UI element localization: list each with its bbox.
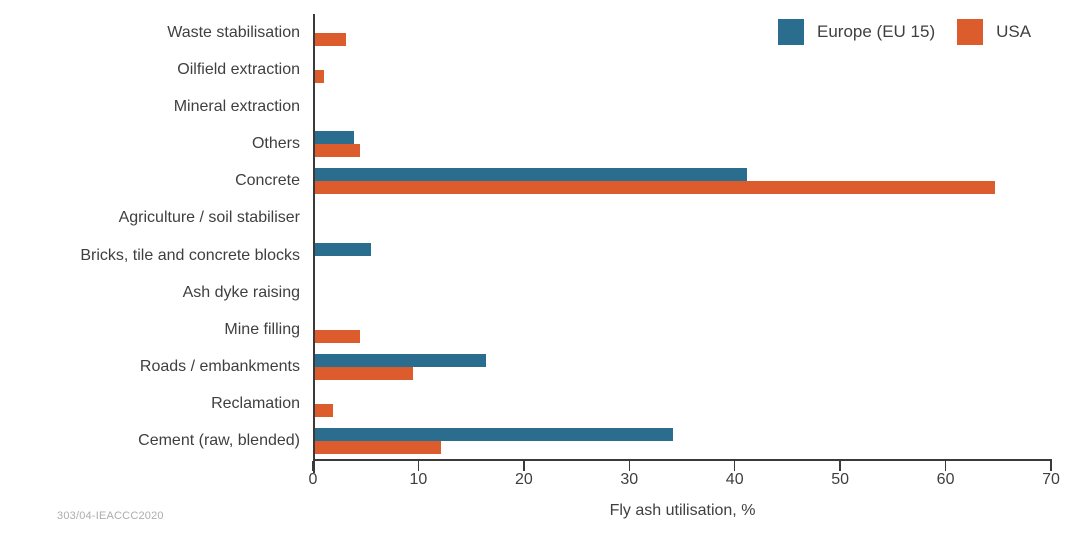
legend-item: USA: [957, 19, 1031, 45]
y-axis-line: [313, 14, 315, 473]
category-label: Bricks, tile and concrete blocks: [80, 246, 300, 264]
legend-label: Europe (EU 15): [817, 22, 936, 41]
category-label: Reclamation: [211, 395, 300, 413]
category-label: Agriculture / soil stabiliser: [118, 209, 300, 227]
category-label: Mineral extraction: [173, 97, 300, 115]
category-label: Cement (raw, blended): [138, 432, 300, 450]
legend-swatch: [778, 19, 804, 45]
x-axis-tick: [944, 460, 947, 471]
footnote: 303/04-IEACCC2020: [57, 510, 164, 522]
x-axis-tick: [312, 460, 314, 471]
x-axis-tick-label: 60: [936, 471, 955, 488]
category-label: Oilfield extraction: [177, 60, 300, 78]
bar-usa: [314, 181, 995, 195]
x-axis-tick-label: 20: [514, 471, 533, 488]
bar-usa: [314, 404, 334, 418]
category-label: Roads / embankments: [139, 358, 300, 376]
category-label: Mine filling: [224, 320, 300, 338]
bar-usa: [314, 441, 441, 455]
legend-swatch: [957, 19, 984, 45]
x-axis-tick: [628, 460, 631, 471]
bar-usa: [314, 367, 413, 381]
bar-usa: [314, 329, 360, 343]
category-label: Ash dyke raising: [182, 283, 300, 301]
category-label: Others: [251, 135, 300, 153]
category-label: Concrete: [235, 172, 300, 190]
bar-europe: [314, 428, 673, 442]
bar-europe: [314, 168, 747, 182]
x-axis-line: [313, 459, 1052, 461]
bar-europe: [314, 131, 354, 145]
x-axis-tick: [417, 460, 420, 471]
x-axis-tick: [733, 460, 736, 471]
x-axis-tick: [523, 460, 525, 471]
x-axis-tick-label: 10: [409, 471, 428, 488]
bar-usa: [314, 32, 347, 46]
x-axis-tick-label: 40: [725, 471, 744, 488]
bar-europe: [314, 242, 372, 256]
bar-usa: [314, 144, 360, 158]
x-axis-title: Fly ash utilisation, %: [609, 502, 756, 519]
x-axis-tick-label: 50: [831, 471, 850, 488]
legend-item: Europe (EU 15): [778, 19, 935, 45]
x-axis-tick: [839, 460, 841, 471]
bar-usa: [314, 69, 324, 83]
legend: Europe (EU 15) USA: [778, 19, 1031, 45]
legend-label: USA: [996, 22, 1032, 41]
x-axis-tick-label: 30: [620, 471, 639, 488]
category-label: Waste stabilisation: [167, 23, 300, 41]
x-axis-tick-label: 70: [1042, 471, 1060, 488]
x-axis-tick-label: 0: [308, 471, 318, 488]
bar-europe: [314, 354, 487, 368]
x-axis-tick: [1050, 460, 1052, 471]
